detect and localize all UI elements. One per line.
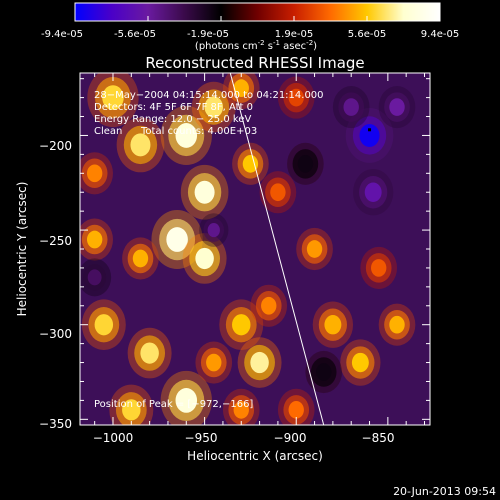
emission-blob xyxy=(297,154,314,173)
footer-date: 20-Jun-2013 09:54 xyxy=(393,485,496,498)
emission-blob xyxy=(87,269,102,286)
emission-blob xyxy=(122,399,141,421)
emission-blob xyxy=(242,154,259,173)
plot-area: 28−May−2004 04:15:14.000 to 04:21:14.000… xyxy=(79,72,431,426)
y-tick-label: −250 xyxy=(39,234,72,248)
emission-blob xyxy=(206,353,222,372)
annotation-counts: Total counts: 4.00E+03 xyxy=(140,126,257,137)
axis-ticks xyxy=(80,73,430,425)
annotation-detectors: Detectors: 4F 5F 6F 7F 8F, Att 0 xyxy=(94,102,253,113)
emission-blob xyxy=(86,230,103,249)
emission-blob xyxy=(389,98,405,116)
emission-blob xyxy=(86,164,103,183)
y-tick-label: −300 xyxy=(39,327,72,341)
emission-blob xyxy=(195,247,214,270)
annotation-energy: Energy Range: 12.0 − 25.0 keV xyxy=(94,114,251,125)
colorbar-tick-label: 5.6e-05 xyxy=(348,29,386,40)
emission-blob xyxy=(316,363,332,381)
chart-title: Reconstructed RHESSI Image xyxy=(145,54,364,72)
emission-blob xyxy=(207,222,220,238)
peak-marker xyxy=(368,128,372,132)
emission-blob xyxy=(270,183,286,202)
emission-blob xyxy=(130,133,151,157)
emission-blob xyxy=(132,249,149,268)
colorbar-tick-label: -5.6e-05 xyxy=(114,29,156,40)
emission-blob xyxy=(389,315,405,334)
colorbar-unit: (photons cm-2 s-1 asec-2) xyxy=(195,39,317,52)
emission-blob xyxy=(175,123,198,148)
emission-blob xyxy=(306,240,323,258)
y-tick-label: −200 xyxy=(39,139,72,153)
emission-blob xyxy=(194,180,215,204)
emission-blob xyxy=(261,296,277,315)
emission-map xyxy=(80,73,416,425)
colorbar-tick-label: 1.9e-05 xyxy=(275,29,313,40)
annotation-peak: Position of Peak = [−972,−166] xyxy=(94,399,253,410)
emission-blob xyxy=(204,96,224,118)
emission-blob xyxy=(359,123,380,147)
x-tick-label: −850 xyxy=(362,431,395,445)
emission-blob xyxy=(250,351,269,374)
emission-blob xyxy=(166,227,188,252)
emission-blob xyxy=(175,388,198,413)
x-tick-label: −900 xyxy=(274,431,307,445)
colorbar-tick-label: 9.4e-05 xyxy=(421,29,459,40)
emission-blob xyxy=(102,85,124,110)
colorbar-tick-label: -9.4e-05 xyxy=(41,29,83,40)
colorbar: -9.4e-05 -5.6e-05 -1.9e-05 1.9e-05 5.6e-… xyxy=(41,2,459,52)
x-axis-label: Heliocentric X (arcsec) xyxy=(187,449,323,463)
y-tick-label: −350 xyxy=(39,417,72,431)
annotation-clean: Clean xyxy=(94,126,122,137)
x-tick-label: −950 xyxy=(185,431,218,445)
emission-blob xyxy=(140,342,159,364)
emission-blob xyxy=(232,314,251,336)
emission-blob xyxy=(233,79,249,97)
colorbar-gradient xyxy=(74,2,441,22)
emission-blob xyxy=(324,314,342,335)
solar-limb-line xyxy=(229,73,325,425)
emission-blob xyxy=(364,182,382,202)
emission-blob xyxy=(233,401,249,419)
emission-blob xyxy=(370,259,387,277)
colorbar-ticks xyxy=(74,16,441,21)
emission-blob xyxy=(94,314,114,336)
emission-blob xyxy=(288,88,304,107)
colorbar-tick-label: -1.9e-05 xyxy=(187,29,229,40)
y-axis-label: Heliocentric Y (arcsec) xyxy=(15,182,29,317)
emission-blob xyxy=(343,98,359,116)
emission-blob xyxy=(351,352,369,373)
annotation-time: 28−May−2004 04:15:14.000 to 04:21:14.000 xyxy=(94,90,324,101)
emission-blob xyxy=(288,401,304,419)
x-tick-label: −1000 xyxy=(93,431,134,445)
